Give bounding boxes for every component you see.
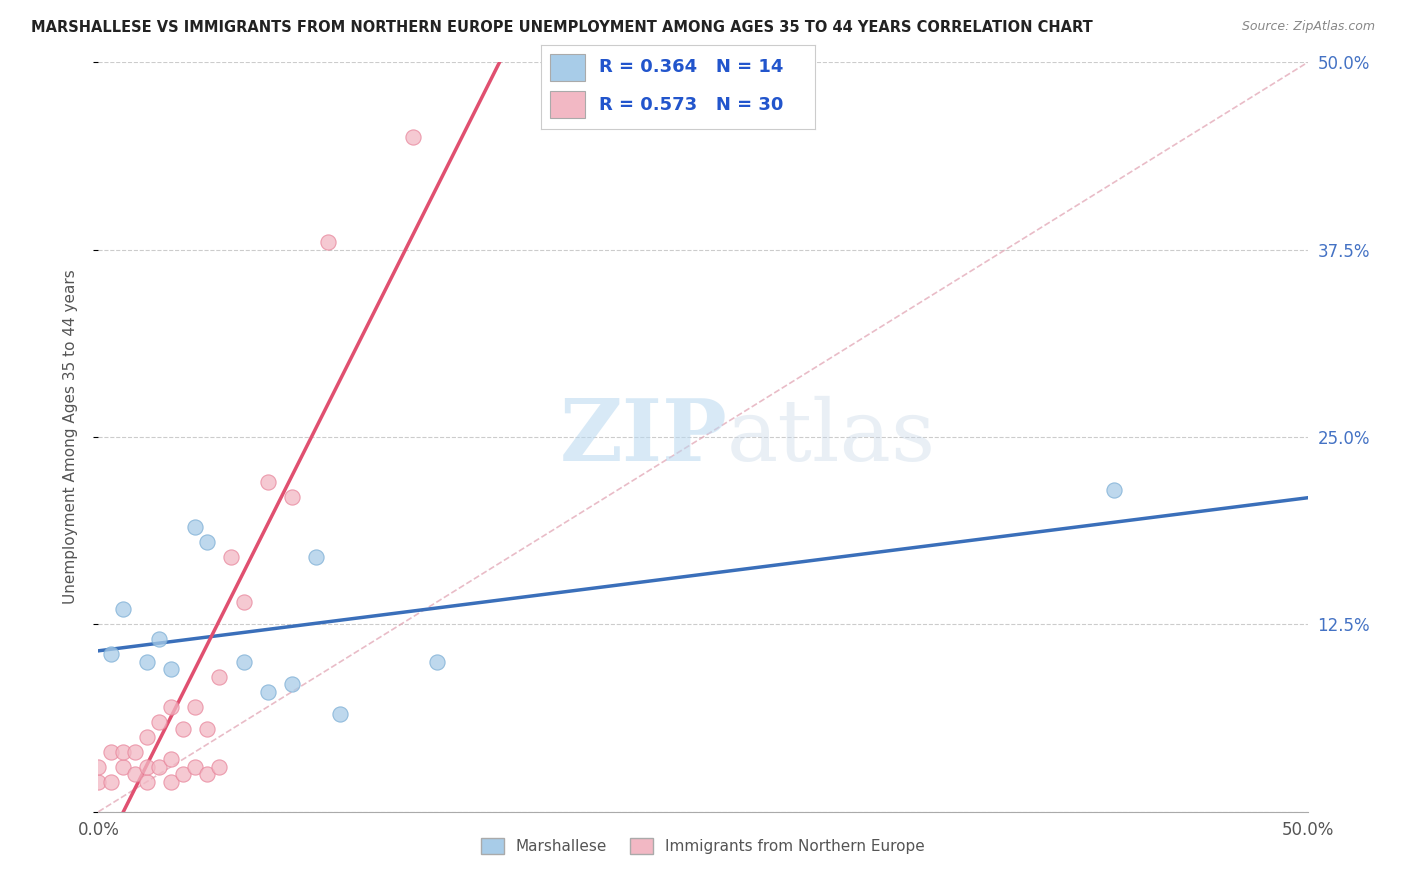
Point xyxy=(87,760,110,774)
Point xyxy=(100,774,122,789)
Point xyxy=(208,760,231,774)
Point xyxy=(124,767,146,781)
FancyBboxPatch shape xyxy=(550,54,585,81)
Point xyxy=(329,707,352,722)
Point xyxy=(160,752,183,766)
Text: R = 0.573   N = 30: R = 0.573 N = 30 xyxy=(599,95,783,114)
Point xyxy=(111,745,134,759)
Point xyxy=(402,130,425,145)
Point xyxy=(184,520,207,534)
Point xyxy=(160,662,183,676)
Point xyxy=(172,723,194,737)
Point xyxy=(195,723,218,737)
Point xyxy=(111,760,134,774)
Point xyxy=(111,602,134,616)
Point xyxy=(305,549,328,564)
Point xyxy=(256,685,278,699)
Point xyxy=(195,767,218,781)
Point xyxy=(281,490,304,504)
FancyBboxPatch shape xyxy=(550,91,585,119)
Point xyxy=(135,760,157,774)
Point xyxy=(124,745,146,759)
Point xyxy=(316,235,339,250)
Point xyxy=(160,774,183,789)
Legend: Marshallese, Immigrants from Northern Europe: Marshallese, Immigrants from Northern Eu… xyxy=(475,832,931,860)
Point xyxy=(148,632,170,647)
Point xyxy=(195,535,218,549)
Point xyxy=(100,745,122,759)
Point xyxy=(1102,483,1125,497)
Text: R = 0.364   N = 14: R = 0.364 N = 14 xyxy=(599,59,783,77)
Point xyxy=(221,549,243,564)
Point xyxy=(184,760,207,774)
Text: MARSHALLESE VS IMMIGRANTS FROM NORTHERN EUROPE UNEMPLOYMENT AMONG AGES 35 TO 44 : MARSHALLESE VS IMMIGRANTS FROM NORTHERN … xyxy=(31,20,1092,35)
Point xyxy=(148,714,170,729)
Text: Source: ZipAtlas.com: Source: ZipAtlas.com xyxy=(1241,20,1375,33)
Point xyxy=(281,677,304,691)
Point xyxy=(135,774,157,789)
Y-axis label: Unemployment Among Ages 35 to 44 years: Unemployment Among Ages 35 to 44 years xyxy=(63,269,77,605)
Point xyxy=(172,767,194,781)
Text: atlas: atlas xyxy=(727,395,936,479)
Point xyxy=(135,730,157,744)
Point xyxy=(87,774,110,789)
Point xyxy=(208,670,231,684)
Point xyxy=(160,699,183,714)
Point xyxy=(135,655,157,669)
Point xyxy=(232,595,254,609)
Point xyxy=(232,655,254,669)
Point xyxy=(184,699,207,714)
Point xyxy=(256,475,278,489)
Point xyxy=(148,760,170,774)
Point xyxy=(100,648,122,662)
Text: ZIP: ZIP xyxy=(560,395,727,479)
Point xyxy=(426,655,449,669)
